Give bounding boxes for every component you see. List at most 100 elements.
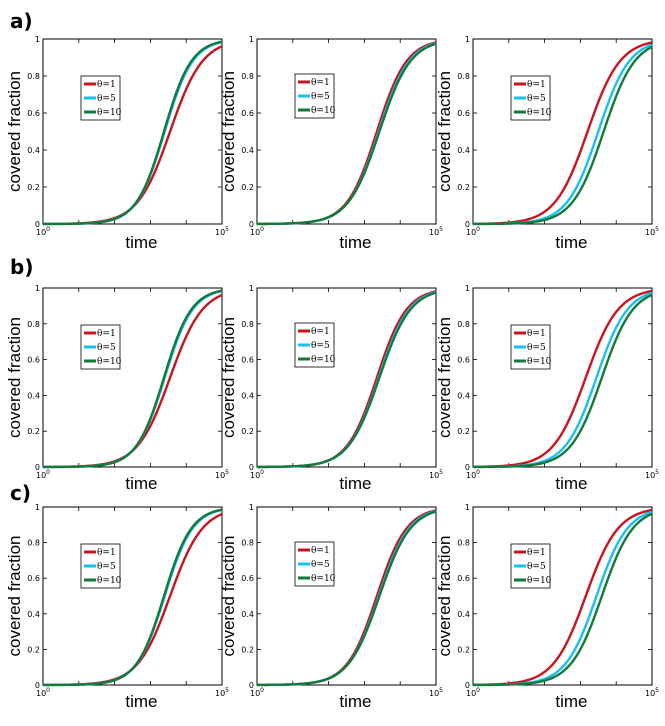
legend: θ=1 θ=5 θ=10 — [294, 73, 336, 119]
y-tick-label: 1 — [35, 35, 40, 44]
x-axis-title: time — [339, 692, 371, 711]
y-tick-label: 0.4 — [457, 391, 470, 400]
x-tick-exponent: 5 — [225, 687, 229, 694]
y-tick-label: 0.8 — [27, 320, 40, 329]
panel-1-1: 0 0.2 0.4 0.6 0.8 1 100 105 time covered fraction… — [5, 35, 229, 252]
legend-label: θ=10 — [311, 106, 336, 116]
panel-2-2: 0 0.2 0.4 0.6 0.8 1 100 105 time covered fraction… — [219, 284, 443, 493]
legend-label: θ=5 — [97, 343, 116, 353]
series-line-θ=10 — [473, 45, 653, 226]
row-label: c) — [10, 481, 31, 505]
legend-label: θ=1 — [527, 80, 546, 90]
y-tick-label: 0.6 — [457, 109, 470, 118]
x-tick-label: 105 — [429, 469, 443, 480]
y-tick-label: 1 — [465, 503, 470, 512]
x-tick-exponent: 5 — [439, 469, 443, 476]
legend-label: θ=5 — [311, 341, 330, 351]
x-tick-label: 100 — [36, 687, 50, 698]
legend-label: θ=10 — [97, 108, 122, 118]
y-tick-label: 0.2 — [27, 183, 40, 192]
x-tick-exponent: 5 — [439, 687, 443, 694]
x-tick-label: 105 — [215, 687, 229, 698]
plot-frame — [256, 38, 437, 225]
x-tick-exponent: 0 — [46, 687, 50, 694]
plot-frame — [472, 506, 653, 686]
y-tick-label: 0.2 — [241, 645, 254, 654]
y-tick-label: 0.4 — [27, 610, 40, 619]
legend-label: θ=10 — [311, 574, 336, 584]
x-tick-label: 100 — [36, 469, 50, 480]
y-tick-label: 0 — [465, 681, 470, 690]
legend-label: θ=10 — [527, 576, 552, 586]
y-tick-label: 0.2 — [27, 427, 40, 436]
x-tick-label: 105 — [645, 687, 659, 698]
y-tick-label: 1 — [465, 284, 470, 293]
x-tick-exponent: 5 — [439, 226, 443, 233]
legend-label: θ=5 — [311, 92, 330, 102]
x-tick-label: 100 — [36, 226, 50, 237]
x-tick-label: 105 — [215, 469, 229, 480]
legend: θ=1 θ=5 θ=10 — [294, 541, 336, 587]
y-tick-label: 0.8 — [457, 539, 470, 548]
y-tick-label: 0.4 — [27, 391, 40, 400]
y-tick-label: 0.2 — [241, 183, 254, 192]
plot-frame — [256, 506, 437, 686]
x-axis-title: time — [555, 474, 587, 493]
y-axis-title: covered fraction — [435, 536, 454, 657]
x-tick-label: 105 — [645, 469, 659, 480]
series-line-θ=10 — [257, 510, 437, 687]
legend-label: θ=1 — [527, 548, 546, 558]
legend-label: θ=1 — [311, 546, 330, 556]
series-line-θ=10 — [43, 40, 223, 226]
y-axis-title: covered fraction — [219, 71, 238, 192]
legend-label: θ=10 — [97, 576, 122, 586]
y-tick-label: 0 — [249, 681, 254, 690]
x-tick-exponent: 0 — [476, 226, 480, 233]
y-tick-label: 0 — [249, 463, 254, 472]
x-axis-title: time — [339, 233, 371, 252]
y-axis-title: covered fraction — [5, 317, 24, 438]
x-tick-exponent: 0 — [476, 469, 480, 476]
y-tick-label: 0.8 — [241, 72, 254, 81]
plot-frame — [42, 38, 223, 225]
y-tick-label: 0.8 — [241, 539, 254, 548]
legend-label: θ=5 — [527, 343, 546, 353]
x-tick-label: 100 — [250, 469, 264, 480]
panel-1-2: 0 0.2 0.4 0.6 0.8 1 100 105 time covered fraction… — [219, 35, 443, 252]
y-tick-label: 0 — [35, 463, 40, 472]
y-tick-label: 0 — [35, 681, 40, 690]
legend-label: θ=1 — [97, 548, 116, 558]
x-axis-title: time — [339, 474, 371, 493]
x-tick-label: 105 — [645, 226, 659, 237]
legend-label: θ=5 — [97, 94, 116, 104]
y-tick-label: 0.4 — [241, 146, 254, 155]
y-tick-label: 0.8 — [457, 72, 470, 81]
x-tick-exponent: 5 — [655, 226, 659, 233]
legend-label: θ=1 — [311, 78, 330, 88]
x-tick-exponent: 5 — [655, 469, 659, 476]
y-tick-label: 0.4 — [457, 146, 470, 155]
y-tick-label: 0.4 — [241, 610, 254, 619]
legend-label: θ=5 — [527, 94, 546, 104]
series-line-θ=10 — [257, 291, 437, 469]
x-axis-title: time — [125, 692, 157, 711]
y-tick-label: 1 — [249, 35, 254, 44]
y-tick-label: 0.8 — [27, 72, 40, 81]
legend-label: θ=10 — [97, 357, 122, 367]
panel-1-3: 0 0.2 0.4 0.6 0.8 1 100 105 time covered fraction… — [435, 35, 659, 252]
x-axis-title: time — [125, 474, 157, 493]
y-tick-label: 1 — [35, 503, 40, 512]
legend-label: θ=1 — [527, 329, 546, 339]
series-line-θ=10 — [43, 289, 223, 469]
y-tick-label: 0.6 — [27, 109, 40, 118]
x-tick-label: 105 — [429, 687, 443, 698]
y-tick-label: 0.2 — [457, 427, 470, 436]
y-tick-label: 0 — [35, 220, 40, 229]
legend: θ=1 θ=5 θ=10 — [80, 543, 122, 589]
y-tick-label: 0.6 — [27, 574, 40, 583]
y-tick-label: 0 — [249, 220, 254, 229]
